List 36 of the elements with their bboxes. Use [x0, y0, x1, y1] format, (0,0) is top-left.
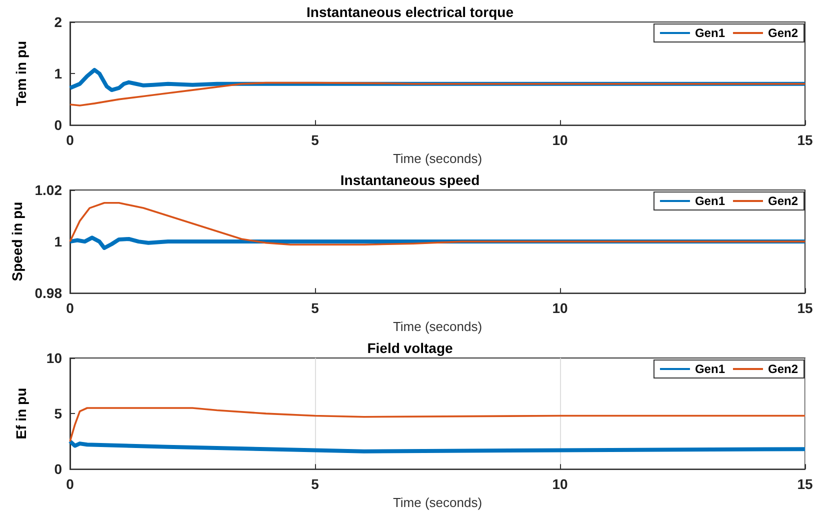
- x-tick-label: 10: [552, 300, 568, 316]
- chart-title: Instantaneous electrical torque: [306, 4, 514, 20]
- legend-label: Gen2: [768, 362, 798, 376]
- x-tick-label: 5: [311, 476, 320, 492]
- x-tick-label: 10: [552, 476, 568, 492]
- x-tick-label: 15: [797, 300, 813, 316]
- x-tick-label: 0: [66, 476, 74, 492]
- y-tick-label: 5: [54, 406, 62, 422]
- y-tick-label: 1.02: [34, 182, 62, 198]
- y-tick-label: 0.98: [34, 285, 62, 302]
- x-axis-title: Time (seconds): [392, 151, 482, 166]
- x-tick-label: 15: [797, 476, 813, 492]
- y-tick-label: 0: [54, 461, 62, 478]
- x-axis-title: Time (seconds): [392, 319, 482, 334]
- chart-title: Instantaneous speed: [340, 172, 480, 188]
- x-tick-label: 5: [311, 132, 320, 148]
- legend-label: Gen1: [694, 194, 726, 208]
- x-tick-label: 10: [552, 132, 568, 148]
- legend-label: Gen1: [694, 26, 726, 40]
- chart-title: Field voltage: [367, 340, 453, 356]
- legend-label: Gen2: [768, 194, 798, 208]
- y-axis-title: Ef in pu: [13, 388, 29, 440]
- x-tick-label: 15: [797, 132, 813, 148]
- y-tick-label: 1: [54, 66, 62, 82]
- y-axis-title: Speed in pu: [8, 202, 25, 282]
- y-tick-label: 1: [54, 234, 62, 250]
- y-tick-label: 2: [54, 14, 62, 30]
- legend-label: Gen1: [694, 362, 726, 376]
- legend-label: Gen2: [768, 26, 798, 40]
- y-axis-title: Tem in pu: [13, 41, 29, 106]
- x-axis-title: Time (seconds): [392, 495, 482, 510]
- y-tick-label: 0: [54, 117, 62, 134]
- x-tick-label: 5: [311, 300, 320, 316]
- x-tick-label: 0: [66, 300, 74, 316]
- y-tick-label: 10: [46, 350, 62, 366]
- x-tick-label: 0: [66, 132, 74, 148]
